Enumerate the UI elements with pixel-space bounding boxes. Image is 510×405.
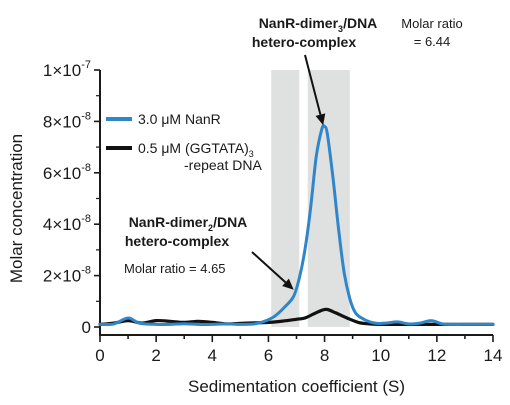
y-tick-label: 0 <box>82 318 91 337</box>
annotation-trimer-title-b: /DNA <box>343 15 377 31</box>
annotation-trimer-ratio-line1: Molar ratio <box>401 16 462 31</box>
y-tick-label: 4×10-8 <box>43 213 91 234</box>
annotation-dimer-title-a: NanR-dimer <box>129 214 209 230</box>
y-tick-label: 6×10-8 <box>43 162 91 183</box>
x-tick-label: 0 <box>95 346 104 365</box>
annotation-trimer-arrowhead <box>315 113 326 126</box>
shaded-band-2 <box>307 70 350 327</box>
annotation-dimer-title-sub: 2 <box>208 223 213 233</box>
annotation-trimer-title-a: NanR-dimer <box>259 15 339 31</box>
annotation-dimer: NanR-dimer2/DNA hetero-complex Molar rat… <box>124 214 294 290</box>
series-lines <box>98 124 495 327</box>
annotation-dimer-ratio: Molar ratio = 4.65 <box>124 261 226 276</box>
y-tick-mantissa: 8×10 <box>43 112 81 131</box>
x-tick-label: 14 <box>484 346 503 365</box>
annotation-trimer-ratio-line2: = 6.44 <box>414 34 451 49</box>
y-tick-exponent: -8 <box>81 265 91 277</box>
legend-label-dna-sub: 3 <box>249 149 254 159</box>
annotation-trimer-title: NanR-dimer3/DNA <box>259 15 378 34</box>
x-tick-label: 2 <box>151 346 160 365</box>
y-tick-mantissa: 6×10 <box>43 164 81 183</box>
x-axis-label: Sedimentation coefficient (S) <box>188 377 405 396</box>
annotation-trimer-title-line2: hetero-complex <box>252 34 356 50</box>
annotation-trimer-arrow <box>304 54 322 115</box>
legend-label-dna: 0.5 μM (GGTATA)3 <box>138 140 254 159</box>
y-tick-mantissa: 2×10 <box>43 267 81 286</box>
x-tick-label: 4 <box>208 346 217 365</box>
y-tick-label: 8×10-8 <box>43 110 91 131</box>
y-tick-exponent: -8 <box>81 110 91 122</box>
y-tick-exponent: -8 <box>81 213 91 225</box>
y-tick-mantissa: 1×10 <box>43 61 81 80</box>
shaded-regions <box>271 70 350 327</box>
annotation-trimer: NanR-dimer3/DNA hetero-complex Molar rat… <box>252 15 463 126</box>
y-axis-label: Molar concentration <box>7 134 26 283</box>
annotation-dimer-arrow <box>251 251 287 284</box>
x-tick-label: 6 <box>264 346 273 365</box>
series-line-nanr <box>98 124 495 327</box>
y-tick-label: 2×10-8 <box>43 265 91 286</box>
x-tick-group: 0 2 4 6 8 10 12 14 <box>95 335 502 365</box>
legend-label-dna-line2: -repeat DNA <box>184 157 262 173</box>
annotation-dimer-title-line2: hetero-complex <box>125 233 229 249</box>
y-tick-group: 02×10-84×10-86×10-88×10-81×10-7 <box>43 59 100 337</box>
y-tick-exponent: -7 <box>81 59 91 71</box>
legend-label-nanr: 3.0 μM NanR <box>138 111 221 127</box>
annotation-trimer-title-sub: 3 <box>338 24 343 34</box>
y-tick-label: 1×10-7 <box>43 59 91 80</box>
x-tick-label: 12 <box>427 346 446 365</box>
y-tick-exponent: -8 <box>81 162 91 174</box>
annotation-dimer-title-b: /DNA <box>213 214 247 230</box>
y-tick-mantissa: 4×10 <box>43 215 81 234</box>
x-tick-label: 8 <box>320 346 329 365</box>
annotation-dimer-arrowhead <box>282 278 294 290</box>
legend: 3.0 μM NanR 0.5 μM (GGTATA)3 -repeat DNA <box>106 111 262 173</box>
annotation-dimer-title: NanR-dimer2/DNA <box>129 214 248 233</box>
x-tick-label: 10 <box>371 346 390 365</box>
legend-label-dna-main: 0.5 μM (GGTATA) <box>138 140 249 156</box>
